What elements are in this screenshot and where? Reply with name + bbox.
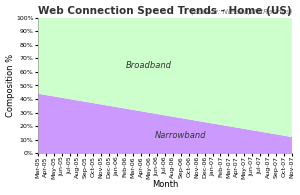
X-axis label: Month: Month: [152, 180, 178, 190]
Text: Narrowband: Narrowband: [155, 131, 206, 140]
Title: Web Connection Speed Trends - Home (US): Web Connection Speed Trends - Home (US): [38, 5, 292, 16]
Text: (Source: Nielsen/NetRatings): (Source: Nielsen/NetRatings): [190, 8, 292, 15]
Y-axis label: Composition %: Composition %: [6, 54, 15, 117]
Text: Broadband: Broadband: [126, 61, 172, 70]
